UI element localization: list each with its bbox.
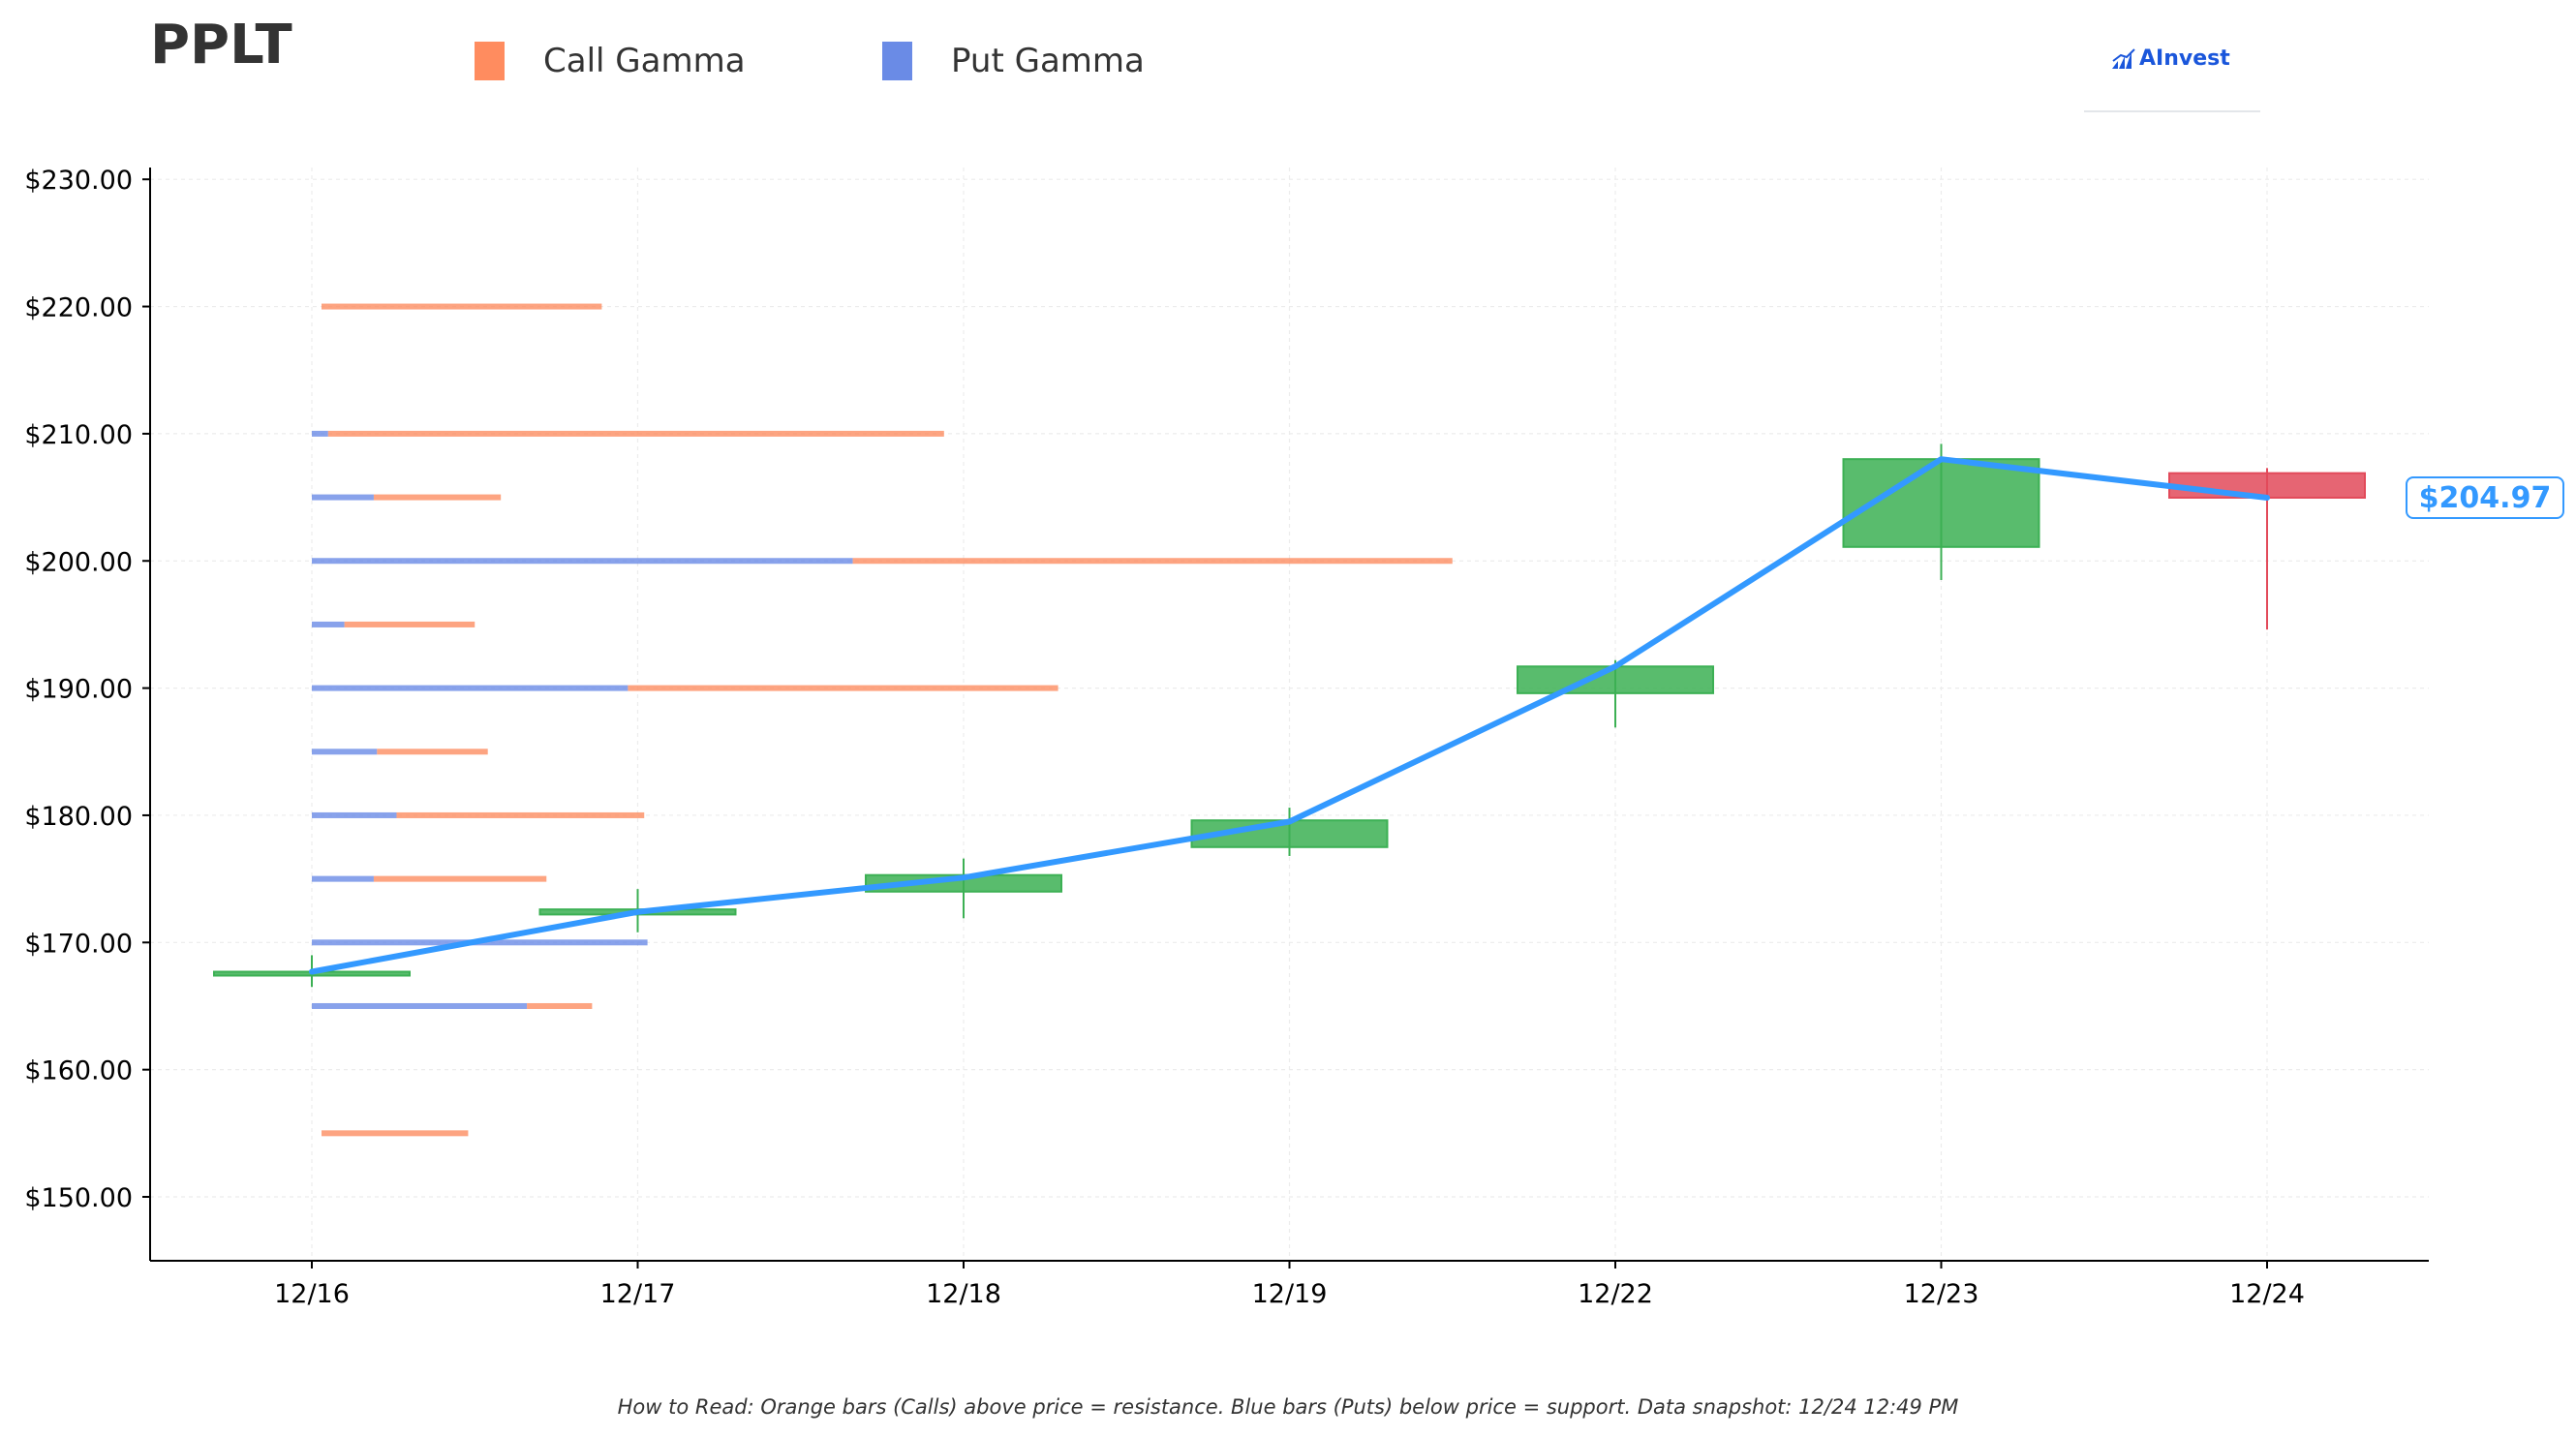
y-tick-label: $200.00 bbox=[24, 547, 133, 577]
x-tick-label: 12/17 bbox=[600, 1279, 676, 1309]
legend-label-put: Put Gamma bbox=[951, 42, 1145, 80]
y-tick-label: $180.00 bbox=[24, 802, 133, 832]
gamma-bars bbox=[312, 303, 1453, 1137]
price-line-layer bbox=[309, 456, 2270, 975]
x-tick-label: 12/19 bbox=[1252, 1279, 1328, 1309]
call-gamma-bar bbox=[628, 685, 1058, 691]
axes: $150.00 $160.00 $170.00 $180.00 $190.00 $200.… bbox=[24, 166, 2429, 1309]
logo-text: AInvest bbox=[2139, 46, 2230, 71]
y-tick-label: $230.00 bbox=[24, 166, 133, 196]
ticker-title: PPLT bbox=[150, 14, 292, 76]
call-gamma-bar bbox=[373, 875, 547, 882]
put-gamma-bar bbox=[312, 621, 345, 627]
call-gamma-bar bbox=[373, 494, 502, 501]
put-gamma-bar bbox=[312, 430, 328, 437]
put-gamma-bar bbox=[312, 875, 374, 882]
put-gamma-bar bbox=[312, 811, 397, 818]
legend-put-gamma: Put Gamma bbox=[882, 37, 1145, 85]
y-tick-label: $150.00 bbox=[24, 1183, 133, 1213]
call-gamma-swatch bbox=[475, 42, 505, 80]
put-gamma-bar bbox=[312, 749, 378, 755]
x-tick-label: 12/24 bbox=[2229, 1279, 2305, 1309]
call-gamma-bar bbox=[327, 430, 944, 437]
x-tick-label: 12/22 bbox=[1578, 1279, 1653, 1309]
call-gamma-bar bbox=[344, 621, 475, 627]
put-gamma-swatch bbox=[882, 42, 912, 80]
legend-call-gamma: Call Gamma bbox=[475, 37, 746, 85]
x-tick-label: 12/16 bbox=[274, 1279, 350, 1309]
call-gamma-bar bbox=[322, 303, 602, 310]
y-tick-label: $210.00 bbox=[24, 420, 133, 450]
x-tick-label: 12/23 bbox=[1904, 1279, 1979, 1309]
grid-lines bbox=[150, 168, 2429, 1261]
call-gamma-bar bbox=[527, 1002, 593, 1009]
call-gamma-bar bbox=[852, 558, 1453, 565]
y-tick-label: $190.00 bbox=[24, 675, 133, 705]
put-gamma-bar bbox=[312, 494, 374, 501]
price-line bbox=[309, 456, 2270, 975]
logo-underline bbox=[2084, 110, 2260, 112]
put-gamma-bar bbox=[312, 558, 853, 565]
last-price-label: $204.97 bbox=[2406, 476, 2564, 519]
call-gamma-bar bbox=[377, 749, 488, 755]
y-tick-label: $170.00 bbox=[24, 929, 133, 959]
put-gamma-bar bbox=[312, 1002, 528, 1009]
legend-label-call: Call Gamma bbox=[543, 42, 746, 80]
call-gamma-bar bbox=[322, 1130, 469, 1137]
ainvest-logo[interactable]: AInvest bbox=[2111, 46, 2230, 71]
y-tick-label: $160.00 bbox=[24, 1056, 133, 1086]
candle-body bbox=[2168, 472, 2366, 499]
put-gamma-bar bbox=[312, 685, 629, 691]
footnote: How to Read: Orange bars (Calls) above p… bbox=[617, 1395, 1959, 1419]
call-gamma-bar bbox=[396, 811, 645, 818]
candle-body bbox=[1517, 665, 1714, 694]
x-tick-label: 12/18 bbox=[926, 1279, 1001, 1309]
y-tick-label: $220.00 bbox=[24, 293, 133, 323]
ainvest-logo-icon bbox=[2112, 47, 2135, 69]
